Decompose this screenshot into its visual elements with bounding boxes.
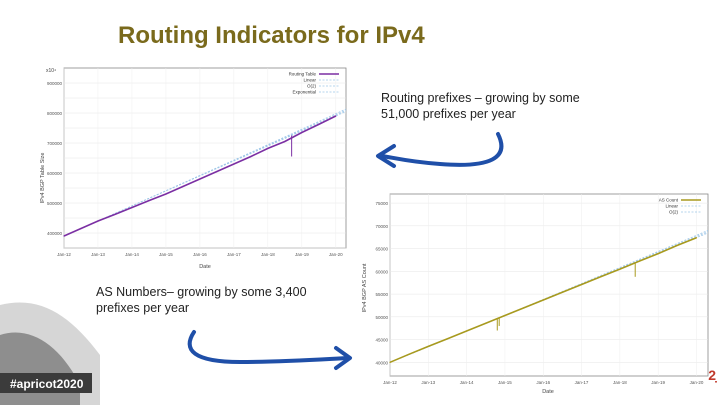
y-tick-label: 40000 [375, 360, 388, 365]
y-tick-label: 45000 [375, 338, 388, 343]
series-point [523, 307, 525, 309]
series-point [148, 200, 150, 202]
x-tick-label: Jan-17 [575, 380, 589, 385]
legend-label: AS Count [659, 198, 679, 203]
series-point [427, 345, 429, 348]
series-point [301, 131, 303, 134]
series-point [446, 338, 449, 340]
legend-label: Routing Table [289, 72, 317, 77]
series-point [580, 283, 583, 286]
series-point [335, 115, 337, 117]
legend-label: O(2) [307, 84, 317, 89]
x-tick-label: Jan-20 [690, 380, 704, 385]
legend-label: O(2) [669, 210, 679, 215]
chart1-xlabel: Date [199, 264, 211, 270]
y-tick-label: 65000 [375, 247, 388, 252]
series-point [284, 140, 286, 143]
y-tick-label: 700000 [47, 141, 63, 146]
slide-badge: 2̣ [708, 367, 716, 383]
series-point [250, 155, 252, 158]
legend-label: Linear [665, 204, 678, 209]
series-point [504, 314, 506, 317]
chart2-plot-frame [389, 193, 709, 377]
y-tick-label: 75000 [375, 201, 388, 206]
series-point [165, 193, 167, 195]
series-point [80, 227, 82, 230]
series-point [233, 163, 235, 165]
legend-label: Linear [303, 78, 316, 83]
x-tick-label: Jan-15 [498, 380, 512, 385]
series-point [466, 330, 468, 332]
series-point [131, 206, 133, 209]
x-tick-label: Jan-13 [421, 380, 435, 385]
y-tick-label: 600000 [47, 171, 63, 176]
y-tick-label: 70000 [375, 224, 388, 229]
y-tick-label: 55000 [375, 292, 388, 297]
decorative-banner [0, 302, 100, 405]
x-tick-label: Jan-12 [383, 380, 397, 385]
series-point [114, 213, 116, 215]
y-tick-label: 500000 [47, 201, 63, 206]
x-tick-label: Jan-18 [613, 380, 627, 385]
as-count-chart: 40000 45000 50000 55000 60000 65000 70000 75000… [358, 188, 716, 400]
x-tick-label: Jan-19 [295, 252, 309, 257]
x-tick-label: Jan-12 [57, 252, 71, 257]
series-point [408, 353, 410, 355]
y-tick-label: 800000 [47, 111, 63, 116]
series-point [216, 170, 218, 173]
x-tick-label: Jan-19 [651, 380, 665, 385]
series-point [199, 178, 201, 180]
arrow-to-asn-chart [187, 330, 352, 370]
series-point [97, 220, 99, 222]
series-point [389, 361, 391, 363]
y-tick-label: 400000 [47, 231, 63, 236]
x-tick-label: Jan-16 [536, 380, 550, 385]
event-hashtag: #apricot2020 [10, 377, 84, 391]
x-tick-label: Jan-14 [460, 380, 474, 385]
chart2-ylabel: IPv4 BGP AS Count [362, 263, 368, 312]
series-point [600, 276, 602, 278]
x-tick-label: Jan-15 [159, 252, 173, 257]
chart1-multiplier: x10⁴ [46, 68, 56, 74]
series-point [542, 299, 544, 301]
x-tick-label: Jan-20 [329, 252, 343, 257]
arrow-to-prefix-chart [376, 132, 504, 168]
y-tick-label: 50000 [375, 315, 388, 320]
series-point [619, 268, 621, 270]
x-tick-label: Jan-13 [91, 252, 105, 257]
series-point [676, 244, 678, 247]
chart1-ylabel: IPv4 BGP Table Size [40, 153, 46, 204]
routing-table-chart: 400000 500000 600000 700000 800000 900000 Jan… [40, 58, 350, 273]
x-tick-label: Jan-17 [227, 252, 241, 257]
fit-line [63, 108, 347, 237]
series-point [638, 260, 640, 262]
series-point [267, 147, 269, 149]
prefix-growth-note: Routing prefixes – growing by some 51,00… [381, 91, 580, 121]
x-tick-label: Jan-16 [193, 252, 207, 257]
x-tick-label: Jan-18 [261, 252, 275, 257]
slide-title: Routing Indicators for IPv4 [118, 22, 425, 49]
series-point [695, 237, 698, 239]
series-point [318, 123, 320, 125]
y-tick-label: 900000 [47, 81, 63, 86]
series-point [182, 185, 184, 188]
asn-growth-note: AS Numbers– growing by some 3,400 prefix… [96, 285, 307, 315]
series-point [657, 253, 659, 255]
chart2-xlabel: Date [542, 389, 554, 395]
legend-label: Exponential [292, 90, 316, 95]
series-point [561, 291, 564, 293]
series-point [63, 235, 65, 237]
y-tick-label: 60000 [375, 269, 388, 274]
series-point [485, 322, 487, 324]
x-tick-label: Jan-14 [125, 252, 139, 257]
